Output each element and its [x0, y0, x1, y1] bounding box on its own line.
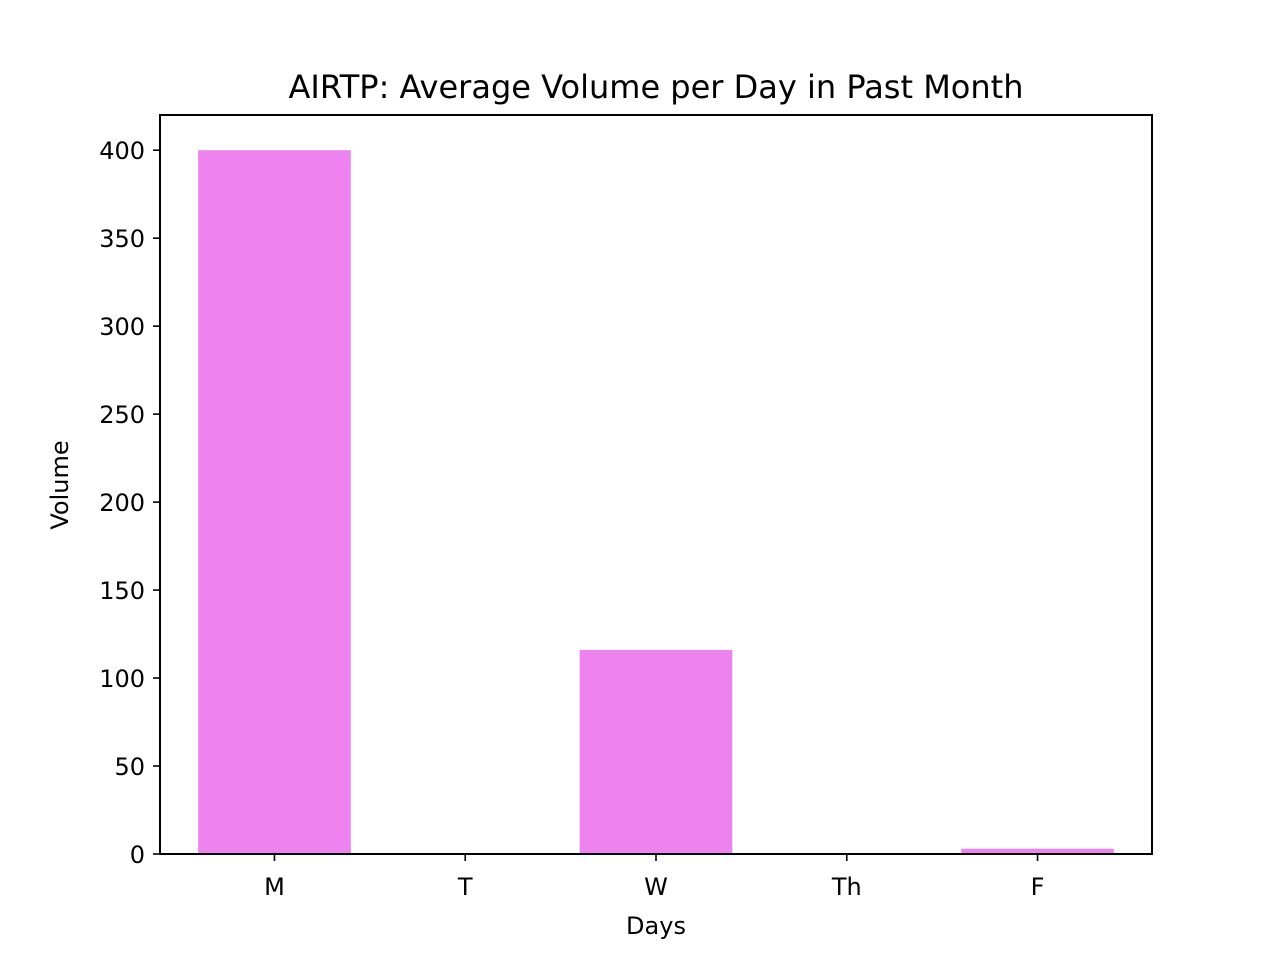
bar-f	[961, 848, 1114, 854]
y-tick-label: 50	[114, 753, 145, 781]
x-tick-label: M	[264, 873, 285, 901]
y-tick-label: 100	[99, 665, 145, 693]
bar-m	[198, 150, 351, 854]
y-tick-label: 200	[99, 489, 145, 517]
x-axis-label: Days	[626, 912, 686, 940]
y-tick-label: 250	[99, 401, 145, 429]
x-tick-label: W	[644, 873, 668, 901]
bars-group	[198, 150, 1114, 854]
plot-frame	[159, 114, 1153, 855]
y-tick-label: 300	[99, 313, 145, 341]
y-tick-label: 350	[99, 225, 145, 253]
x-tick-label: Th	[831, 873, 862, 901]
x-axis-ticks: M T W Th F	[264, 854, 1044, 901]
y-tick-label: 400	[99, 137, 145, 165]
y-axis-label: Volume	[46, 440, 74, 529]
chart-title: AIRTP: Average Volume per Day in Past Mo…	[289, 68, 1024, 106]
x-tick-label: F	[1031, 873, 1045, 901]
bar-w	[579, 649, 733, 854]
y-tick-label: 150	[99, 577, 145, 605]
y-tick-label: 0	[130, 841, 145, 869]
y-axis-ticks: 0 50 100 150 200 250 300 350 400	[99, 137, 160, 869]
x-tick-label: T	[457, 873, 473, 901]
